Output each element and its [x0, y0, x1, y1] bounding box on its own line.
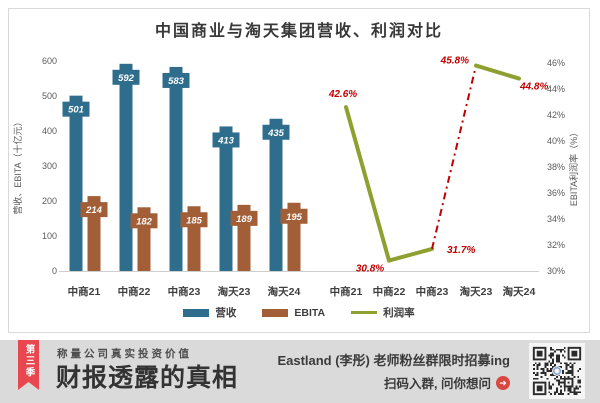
ebita-bar-label-box [80, 202, 108, 218]
revenue-bar [119, 63, 133, 271]
bar-value-label: 214 [85, 205, 103, 216]
y-axis-tick-label: 32% [547, 240, 565, 250]
category-label: 中商22 [373, 285, 406, 298]
point-value-label: 31.7% [447, 245, 475, 256]
promo-headline: Eastland (李彤) 老师粉丝群限时招募ing [277, 353, 510, 368]
y-axis-tick-label: 200 [42, 196, 57, 206]
legend-label: 利润率 [383, 307, 415, 319]
legend-item-ebita: EBITA [262, 307, 325, 319]
category-label: 淘天24 [503, 285, 536, 298]
season-ribbon-label: 第三季 [23, 344, 35, 379]
profit-line-dashed-segment [431, 65, 477, 250]
revenue-bar-label-box [62, 101, 90, 117]
revenue-bar [269, 118, 283, 271]
y-axis-tick-label: 400 [42, 126, 57, 136]
ebita-bar-label-box [180, 212, 208, 228]
ebita-bar-label-box [280, 208, 308, 224]
bar-value-label: 435 [267, 128, 285, 139]
y-axis-title: EBITA利润率（%） [568, 128, 579, 206]
revenue-bar-label-box [262, 124, 290, 140]
y-axis-tick-label: 46% [547, 58, 565, 68]
profit-line-solid-segment [344, 105, 434, 263]
category-label: 中商22 [118, 285, 151, 298]
arrow-circle-icon: ➜ [496, 375, 510, 390]
footer-banner: 第三季 称量公司真实投资价值 财报透露的真相 Eastland (李彤) 老师粉… [0, 340, 600, 403]
y-axis-tick-label: 38% [547, 162, 565, 172]
legend-swatch-profit-rate [351, 311, 378, 314]
promo-cta: 扫码入群, 问你想问 [384, 377, 491, 391]
qr-code [529, 343, 585, 399]
point-value-label: 42.6% [328, 89, 357, 100]
bar-value-label: 195 [286, 212, 303, 223]
promo-block: Eastland (李彤) 老师粉丝群限时招募ing 扫码入群, 问你想问 ➜ [277, 350, 510, 392]
y-axis-tick-label: 36% [547, 188, 565, 198]
profit-line-solid-segment [474, 63, 521, 81]
footer-tagline: 称量公司真实投资价值 [57, 348, 192, 360]
legend-label: EBITA [294, 306, 326, 319]
category-label: 淘天24 [268, 285, 301, 298]
legend-item-revenue: 营收 [183, 305, 236, 320]
season-ribbon: 第三季 [18, 340, 39, 390]
ebita-bar-label-box [230, 210, 258, 226]
bar-value-label: 413 [217, 135, 235, 146]
legend-swatch-revenue [183, 308, 210, 317]
y-axis-tick-label: 100 [42, 231, 57, 241]
y-axis-tick-label: 30% [547, 266, 565, 276]
point-value-label: 44.8% [519, 82, 548, 93]
bar-value-label: 583 [168, 76, 185, 87]
revenue-bar-label-box [162, 72, 190, 88]
revenue-bar-label-box [212, 132, 240, 148]
y-axis-tick-label: 500 [42, 91, 57, 101]
category-label: 中商23 [168, 285, 201, 298]
bar-value-label: 592 [118, 73, 135, 84]
bar-chart: 0 100 200 300 400 500 600 营收、EBITA（十亿元） 中商21 中商22… [12, 56, 308, 298]
revenue-bar [169, 66, 183, 271]
legend-swatch-ebita [262, 308, 289, 317]
bar-value-label: 501 [68, 105, 84, 116]
y-axis-tick-label: 300 [42, 161, 57, 171]
category-label: 中商23 [416, 285, 449, 298]
y-axis-tick-label: 600 [42, 56, 57, 66]
chart-legend: 营收 EBITA 利润率 [9, 305, 589, 320]
y-axis-tick-label: 0 [52, 266, 57, 276]
y-axis-title: 营收、EBITA（十亿元） [12, 117, 23, 214]
bar-value-label: 182 [136, 216, 153, 227]
category-label: 淘天23 [460, 285, 493, 298]
legend-item-profit-rate: 利润率 [351, 305, 415, 320]
point-value-label: 45.8% [440, 56, 469, 67]
chart-card: 中国商业与淘天集团营收、利润对比 0 100 200 300 400 500 600 营收、E… [8, 8, 590, 333]
y-axis-tick-label: 42% [547, 110, 565, 120]
bar-value-label: 185 [186, 215, 203, 226]
footer-brand-title: 财报透露的真相 [56, 364, 239, 392]
legend-label: 营收 [215, 307, 237, 319]
chart-title: 中国商业与淘天集团营收、利润对比 [154, 23, 443, 40]
y-axis-tick-label: 44% [547, 84, 565, 94]
bar-value-label: 189 [236, 214, 253, 225]
category-label: 中商21 [68, 285, 101, 298]
y-axis-tick-label: 40% [547, 136, 565, 146]
y-axis-tick-label: 34% [547, 214, 565, 224]
line-chart: 30% 32% 34% 36% 38% 40% 42% 44% 46% EBITA利润率（%） 中商… [299, 56, 579, 298]
category-label: 淘天23 [218, 285, 251, 298]
revenue-bar [69, 95, 83, 272]
category-label: 中商21 [330, 285, 363, 298]
point-value-label: 30.8% [356, 264, 384, 275]
ebita-bar-label-box [130, 213, 158, 229]
revenue-bar-label-box [112, 69, 140, 85]
revenue-bar [219, 126, 233, 271]
